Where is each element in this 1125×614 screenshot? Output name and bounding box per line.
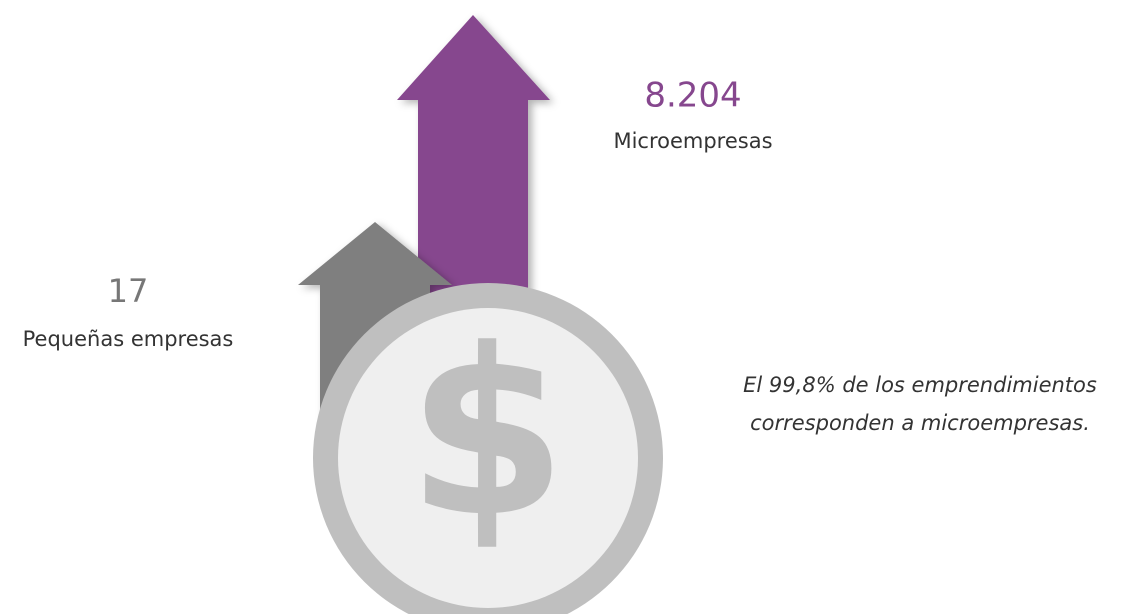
note-line: corresponden a microempresas. — [750, 411, 1090, 435]
micro-value: 8.204 — [644, 76, 741, 116]
coin-face — [338, 308, 638, 608]
small-value: 17 — [108, 272, 149, 310]
dollar-icon: $ — [407, 301, 567, 568]
small-label: Pequeñas empresas — [23, 327, 234, 351]
micro-label: Microempresas — [613, 129, 772, 153]
note-line: El 99,8% de los emprendimientos — [743, 373, 1097, 397]
purple-arrow — [397, 15, 550, 320]
